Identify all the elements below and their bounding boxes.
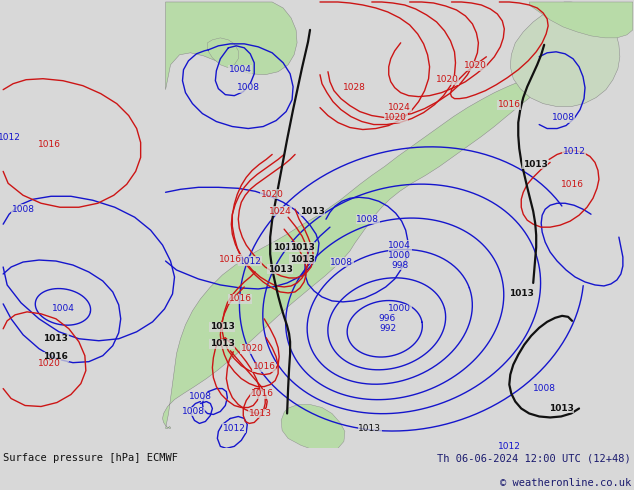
Text: 1013: 1013 <box>523 160 548 169</box>
Text: 1016: 1016 <box>498 100 521 109</box>
Polygon shape <box>281 405 345 451</box>
Text: 1008: 1008 <box>182 407 205 416</box>
Text: 1016: 1016 <box>560 180 583 189</box>
Text: 1020: 1020 <box>241 344 264 353</box>
Text: 1028: 1028 <box>344 83 366 92</box>
Text: 1004: 1004 <box>51 304 74 314</box>
Text: 1008: 1008 <box>552 113 574 122</box>
Text: 1012: 1012 <box>0 133 20 142</box>
Text: 1020: 1020 <box>261 190 283 199</box>
Text: 1013: 1013 <box>249 409 272 418</box>
Polygon shape <box>510 2 620 107</box>
Polygon shape <box>162 72 555 428</box>
Text: 1013: 1013 <box>210 339 235 348</box>
Text: 1016: 1016 <box>250 389 274 398</box>
Text: 1020: 1020 <box>37 359 60 368</box>
Text: 1024: 1024 <box>388 103 411 112</box>
Text: 1008: 1008 <box>11 205 35 214</box>
Polygon shape <box>529 2 633 38</box>
Text: 1016: 1016 <box>44 352 68 361</box>
Text: 1020: 1020 <box>464 61 487 70</box>
Text: 1016: 1016 <box>229 294 252 303</box>
Text: 992: 992 <box>379 324 396 333</box>
Text: 1008: 1008 <box>533 384 555 393</box>
Text: 1012: 1012 <box>223 424 246 433</box>
Text: 1016: 1016 <box>37 140 60 149</box>
Polygon shape <box>165 2 297 90</box>
Text: 1008: 1008 <box>330 258 353 267</box>
Text: 1020: 1020 <box>384 113 407 122</box>
Text: 996: 996 <box>378 314 396 323</box>
Text: Surface pressure [hPa] ECMWF: Surface pressure [hPa] ECMWF <box>3 453 178 463</box>
Text: Th 06-06-2024 12:00 UTC (12+48): Th 06-06-2024 12:00 UTC (12+48) <box>437 453 631 463</box>
Text: 1008: 1008 <box>189 392 212 401</box>
Text: 1013: 1013 <box>44 334 68 343</box>
Text: 1013: 1013 <box>358 424 381 433</box>
Text: 1012: 1012 <box>239 257 262 266</box>
Text: 1008: 1008 <box>356 215 379 224</box>
Text: 1020: 1020 <box>436 75 459 84</box>
Text: 1004: 1004 <box>229 65 252 74</box>
Text: 1004: 1004 <box>388 241 411 249</box>
Text: 1000: 1000 <box>388 304 411 314</box>
Text: 1013: 1013 <box>509 290 534 298</box>
Text: 1013: 1013 <box>210 322 235 331</box>
Text: 1013: 1013 <box>290 243 314 251</box>
Text: 1013: 1013 <box>273 243 297 251</box>
Text: 1016: 1016 <box>219 254 242 264</box>
Text: 1013: 1013 <box>290 254 314 264</box>
Text: 1012: 1012 <box>498 442 521 451</box>
Text: 1024: 1024 <box>269 207 292 216</box>
Polygon shape <box>207 38 238 68</box>
Text: 998: 998 <box>391 261 408 270</box>
Text: 1012: 1012 <box>562 147 585 156</box>
Text: 1016: 1016 <box>253 362 276 371</box>
Text: 1000: 1000 <box>388 250 411 260</box>
Text: 1008: 1008 <box>236 83 260 92</box>
Text: 1013: 1013 <box>268 265 292 273</box>
Text: © weatheronline.co.uk: © weatheronline.co.uk <box>500 478 631 488</box>
Text: 1013: 1013 <box>548 404 574 413</box>
Text: 1013: 1013 <box>300 207 325 216</box>
